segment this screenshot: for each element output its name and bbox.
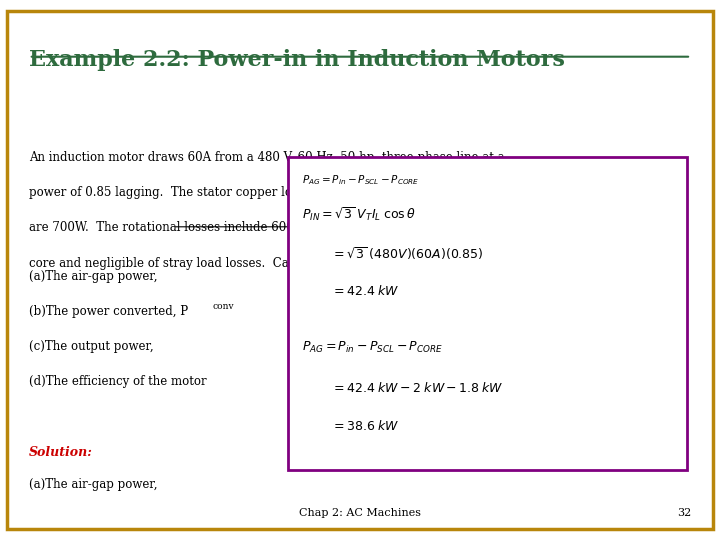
Text: $= 42.4\; kW$: $= 42.4\; kW$ — [331, 284, 400, 298]
Text: (a)The air-gap power,: (a)The air-gap power, — [29, 478, 157, 491]
Text: (c)The output power,: (c)The output power, — [29, 340, 153, 353]
FancyBboxPatch shape — [288, 157, 688, 470]
Text: $P_{IN} = \sqrt{3}\; V_T I_L\; \cos\theta$: $P_{IN} = \sqrt{3}\; V_T I_L\; \cos\thet… — [302, 205, 416, 223]
Text: core and negligible of stray load losses.  Calculate the following quantities:: core and negligible of stray load losses… — [29, 256, 477, 269]
Text: $P_{AG} = P_{in} - P_{SCL} - P_{CORE}$: $P_{AG} = P_{in} - P_{SCL} - P_{CORE}$ — [302, 173, 420, 187]
Text: Example 2.2: Power-in in Induction Motors: Example 2.2: Power-in in Induction Motor… — [29, 49, 564, 71]
Text: $P_{AG} = P_{in} - P_{SCL} - P_{CORE}$: $P_{AG} = P_{in} - P_{SCL} - P_{CORE}$ — [302, 340, 444, 355]
Text: Chap 2: AC Machines: Chap 2: AC Machines — [299, 508, 421, 518]
Text: $= 42.4\; kW - 2\; kW - 1.8\; kW$: $= 42.4\; kW - 2\; kW - 1.8\; kW$ — [331, 381, 504, 395]
Text: are 700W.  The rotational losses include 600W of friction and wind age, 1800W of: are 700W. The rotational losses include … — [29, 221, 516, 234]
Text: 32: 32 — [677, 508, 691, 518]
Text: (b)The power converted, P: (b)The power converted, P — [29, 305, 188, 318]
Text: Solution:: Solution: — [29, 446, 93, 458]
Text: (a)The air-gap power,: (a)The air-gap power, — [29, 270, 157, 283]
Text: (d)The efficiency of the motor: (d)The efficiency of the motor — [29, 375, 207, 388]
Text: power of 0.85 lagging.  The stator copper losses are 2000W and the rotor copper : power of 0.85 lagging. The stator copper… — [29, 186, 554, 199]
Text: conv: conv — [212, 302, 234, 312]
Text: $= \sqrt{3}\; (480V)(60A)(0.85)$: $= \sqrt{3}\; (480V)(60A)(0.85)$ — [331, 246, 483, 262]
Text: An induction motor draws 60A from a 480 V, 60 Hz, 50-hp, three-phase line at a: An induction motor draws 60A from a 480 … — [29, 151, 505, 164]
Text: $= 38.6\; kW$: $= 38.6\; kW$ — [331, 418, 400, 433]
